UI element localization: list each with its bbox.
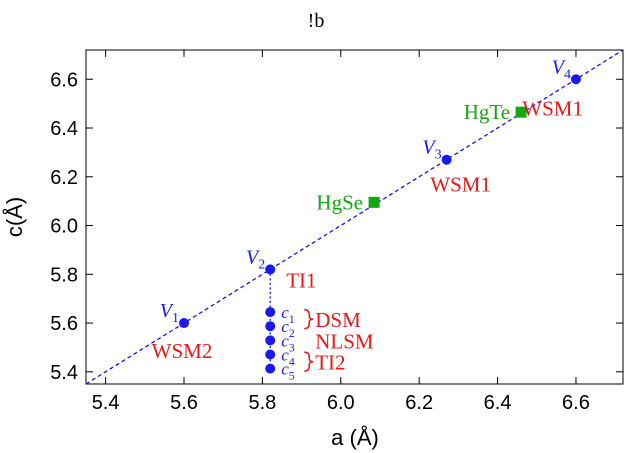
data-point-HgSe	[368, 196, 380, 208]
x-axis-title: a (Å)	[331, 425, 379, 450]
data-point-c1	[265, 307, 276, 318]
point-label-subscript: 1	[289, 312, 295, 326]
x-tick-label: 6.0	[327, 392, 355, 414]
point-label-main: c	[281, 331, 289, 350]
brace-ti2	[304, 351, 314, 372]
data-point-c5	[265, 363, 276, 374]
phase-label-wsm1: WSM1	[522, 96, 583, 120]
x-tick-label: 6.6	[562, 392, 590, 414]
point-label-subscript: 1	[172, 311, 179, 326]
point-label-main: c	[281, 303, 289, 322]
point-label-V1: V1	[160, 300, 179, 326]
point-label-c2: c2	[281, 317, 295, 340]
data-point-c2	[265, 321, 276, 332]
data-point-c3	[265, 335, 276, 346]
data-point-V1	[178, 318, 189, 329]
point-label-main: V	[160, 300, 175, 322]
y-axis: 5.4 5.6 5.8 6.0 6.2 6.4 6.6	[50, 69, 623, 384]
point-label-subscript: 3	[435, 148, 442, 163]
point-label-main: V	[246, 246, 261, 268]
point-label-V3: V3	[422, 137, 441, 163]
point-label-main: c	[281, 360, 289, 379]
y-tick-label: 6.6	[50, 69, 78, 91]
phase-label-ti1: TI1	[286, 268, 316, 292]
point-label-main: c	[281, 346, 289, 365]
diagonal-trend-line	[85, 49, 624, 385]
point-label-c1: c1	[281, 303, 295, 326]
x-tick-label: 6.4	[484, 392, 512, 414]
y-tick-label: 6.2	[50, 167, 78, 189]
point-label-main: V	[422, 137, 437, 159]
phase-label-wsm1: WSM1	[430, 173, 491, 197]
phase-label-ti2: TI2	[315, 351, 345, 375]
x-tick-label: 6.2	[405, 392, 433, 414]
data-point-c4	[265, 349, 276, 360]
point-label-main: c	[281, 317, 289, 336]
point-label-subscript: 2	[258, 257, 265, 272]
y-tick-label: 5.6	[50, 313, 78, 335]
y-axis-title: c(Å)	[2, 197, 27, 237]
point-label-c3: c3	[281, 331, 295, 354]
data-point-V3	[441, 154, 452, 165]
x-tick-label: 5.6	[170, 392, 198, 414]
y-tick-label: 6.4	[50, 118, 78, 140]
x-tick-label: 5.8	[248, 392, 276, 414]
point-label-subscript: 5	[289, 369, 295, 383]
data-point-V4	[570, 74, 581, 85]
point-label-c5: c5	[281, 360, 295, 383]
point-label-HgSe: HgSe	[316, 190, 363, 214]
phase-label-wsm2: WSM2	[152, 339, 213, 363]
point-label-subscript: 3	[289, 340, 295, 354]
point-label-main: V	[552, 56, 567, 78]
brace-dsm	[304, 308, 314, 330]
phase-label-nlsm: NLSM	[315, 329, 374, 353]
plot-frame	[85, 49, 624, 385]
x-axis: 5.4 5.6 5.8 6.0 6.2 6.4 6.6	[92, 50, 590, 414]
x-tick-label: 5.4	[92, 392, 120, 414]
y-tick-label: 5.4	[50, 362, 78, 384]
point-label-V2: V2	[246, 246, 265, 272]
panel-label: !b	[308, 10, 325, 32]
y-tick-label: 6.0	[50, 216, 78, 238]
data-point-HgTe	[515, 106, 527, 118]
y-tick-label: 5.8	[50, 264, 78, 286]
point-label-V4: V4	[552, 56, 571, 82]
phase-label-dsm: DSM	[315, 308, 361, 332]
point-label-HgTe: HgTe	[464, 100, 510, 124]
point-label-subscript: 4	[289, 355, 295, 369]
point-label-c4: c4	[281, 346, 295, 369]
data-point-V2	[265, 264, 276, 275]
point-label-subscript: 2	[289, 326, 295, 340]
point-label-subscript: 4	[564, 67, 571, 82]
